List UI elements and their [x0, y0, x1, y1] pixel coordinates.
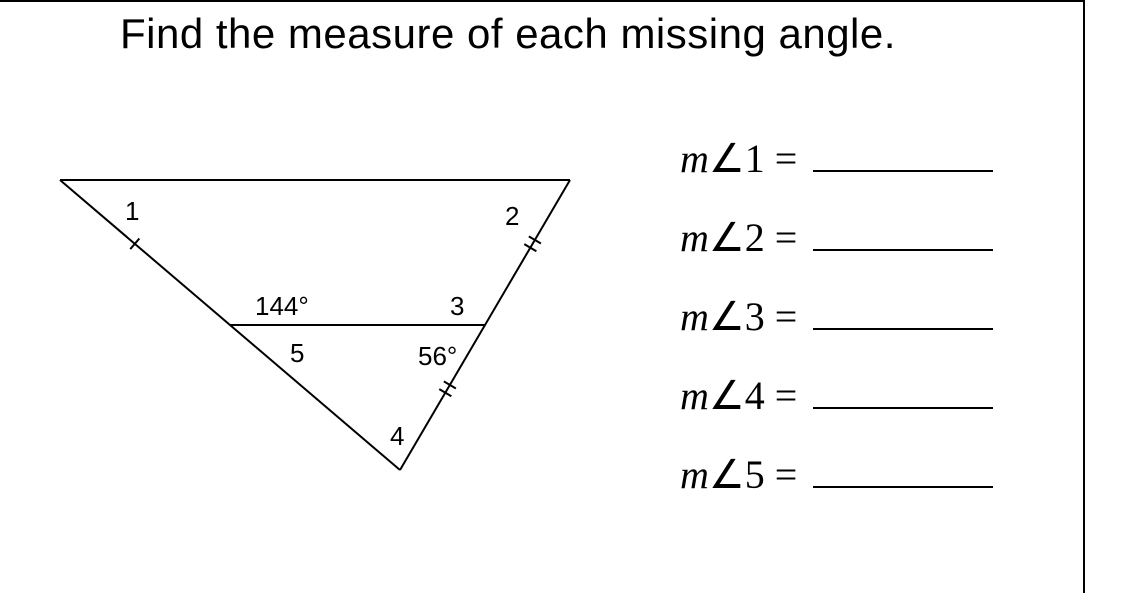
- answer-blank-4[interactable]: [813, 373, 993, 409]
- answer-blank-2[interactable]: [813, 215, 993, 251]
- svg-text:3: 3: [450, 291, 464, 321]
- svg-text:5: 5: [290, 338, 304, 368]
- answer-blank-1[interactable]: [813, 136, 993, 172]
- answer-row-3: m∠3 =: [680, 293, 1050, 340]
- cell-border-right: [1083, 0, 1085, 593]
- answer-row-5: m∠5 =: [680, 451, 1050, 498]
- svg-text:1: 1: [125, 196, 139, 226]
- svg-text:144°: 144°: [255, 291, 309, 321]
- svg-text:56°: 56°: [418, 341, 457, 371]
- answer-list: m∠1 = m∠2 = m∠3 = m∠4 = m∠5 =: [680, 135, 1050, 530]
- answer-row-1: m∠1 =: [680, 135, 1050, 182]
- answer-blank-3[interactable]: [813, 294, 993, 330]
- svg-text:4: 4: [390, 421, 404, 451]
- cell-border-top: [0, 0, 1085, 2]
- answer-row-4: m∠4 =: [680, 372, 1050, 419]
- question-prompt: Find the measure of each missing angle.: [120, 10, 896, 58]
- triangle-diagram: 1 2 3 4 5 144° 56°: [30, 150, 610, 510]
- svg-text:2: 2: [505, 201, 519, 231]
- answer-blank-5[interactable]: [813, 452, 993, 488]
- answer-row-2: m∠2 =: [680, 214, 1050, 261]
